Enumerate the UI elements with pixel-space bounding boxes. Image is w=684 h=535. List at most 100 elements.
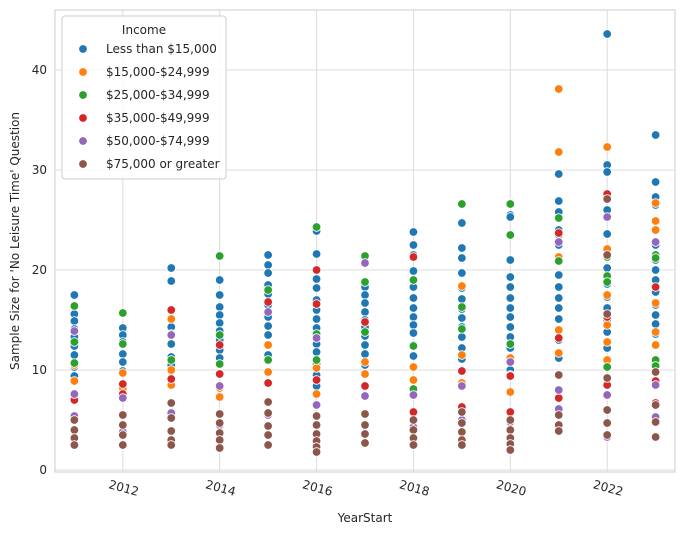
data-point <box>408 390 419 400</box>
data-point <box>457 324 467 334</box>
data-point <box>602 142 612 152</box>
data-point <box>311 389 322 399</box>
x-axis-ticks: 2012 2014 2016 2018 2020 2022 <box>107 477 625 498</box>
data-point <box>602 263 612 273</box>
data-point <box>505 387 516 397</box>
data-point <box>118 357 128 367</box>
data-point <box>166 355 176 365</box>
data-point <box>69 316 80 326</box>
data-point <box>457 218 467 228</box>
x-tick-label: 2022 <box>592 477 625 498</box>
data-point <box>554 256 564 266</box>
data-point <box>263 440 273 450</box>
data-point <box>457 294 467 304</box>
data-point <box>554 385 564 395</box>
data-point <box>505 199 516 209</box>
data-point <box>554 282 564 292</box>
y-axis-label: Sample Size for 'No Leisure Time' Questi… <box>8 112 22 370</box>
data-point <box>311 411 322 421</box>
x-tick-label: 2014 <box>204 477 237 498</box>
data-point <box>166 314 176 324</box>
data-point <box>650 130 661 140</box>
data-point <box>457 243 467 253</box>
x-tick-label: 2012 <box>107 477 140 498</box>
data-point <box>408 312 419 322</box>
data-point <box>360 409 370 419</box>
data-point <box>166 398 176 408</box>
data-point <box>505 230 516 240</box>
data-point <box>457 440 467 450</box>
data-point <box>311 283 322 293</box>
data-point <box>408 320 419 330</box>
data-point <box>118 379 128 389</box>
data-point <box>650 177 661 187</box>
data-point <box>360 340 370 350</box>
data-point <box>214 392 225 402</box>
data-point <box>360 391 370 401</box>
data-point <box>650 327 661 337</box>
legend-marker <box>78 67 88 77</box>
data-point <box>650 198 661 208</box>
data-point <box>602 430 612 440</box>
legend-marker <box>78 44 88 54</box>
data-point <box>505 272 516 282</box>
data-point <box>263 367 273 377</box>
data-point <box>69 358 80 368</box>
data-point <box>118 430 128 440</box>
data-point <box>602 405 612 415</box>
data-point <box>650 340 661 350</box>
data-point <box>214 369 225 379</box>
data-point <box>263 340 273 350</box>
data-point <box>554 237 564 247</box>
y-axis-ticks: 0 10 20 30 40 <box>32 63 47 477</box>
data-point <box>214 409 225 419</box>
data-point <box>360 298 370 308</box>
data-point <box>505 445 516 455</box>
data-point <box>602 212 612 222</box>
data-point <box>360 307 370 317</box>
data-point <box>118 440 128 450</box>
data-point <box>505 212 516 222</box>
data-point <box>166 276 176 286</box>
data-point <box>166 339 176 349</box>
data-point <box>602 337 612 347</box>
legend-marker <box>78 159 88 169</box>
data-point <box>408 425 419 435</box>
data-point <box>650 282 661 292</box>
data-point <box>118 349 128 359</box>
data-point <box>457 199 467 209</box>
data-point <box>360 327 370 337</box>
data-point <box>602 277 612 287</box>
data-point <box>263 421 273 431</box>
data-point <box>554 84 564 94</box>
data-point <box>263 355 273 365</box>
data-point <box>311 299 322 309</box>
data-point <box>214 443 225 453</box>
data-point <box>457 427 467 437</box>
data-point <box>650 310 661 320</box>
data-point <box>263 268 273 278</box>
data-point <box>360 369 370 379</box>
legend-label: $35,000-$49,999 <box>106 111 210 125</box>
data-point <box>118 410 128 420</box>
data-point <box>214 340 225 350</box>
data-point <box>263 285 273 295</box>
data-point <box>650 298 661 308</box>
data-point <box>505 303 516 313</box>
data-point <box>360 317 370 327</box>
legend-marker <box>78 90 88 100</box>
data-point <box>214 418 225 428</box>
data-point <box>457 268 467 278</box>
legend: Income Less than $15,000 $15,000-$24,999 $… <box>61 15 227 180</box>
data-point <box>263 430 273 440</box>
data-point <box>602 373 612 383</box>
data-point <box>650 319 661 329</box>
data-point <box>554 213 564 223</box>
data-point <box>457 302 467 312</box>
data-point <box>457 381 467 391</box>
data-point <box>118 393 128 403</box>
data-point <box>263 297 273 307</box>
x-tick-label: 2016 <box>301 477 334 498</box>
data-point <box>505 407 516 417</box>
series-5 <box>69 194 661 457</box>
